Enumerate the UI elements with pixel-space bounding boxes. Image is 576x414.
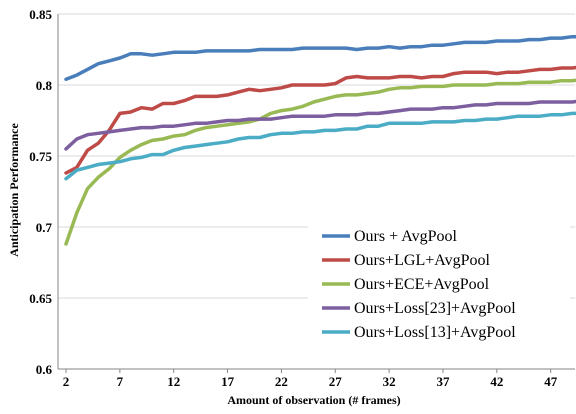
x-tick-label: 2 — [63, 374, 70, 389]
x-tick-label: 47 — [544, 374, 558, 389]
y-axis-title: Anticipation Performance — [7, 123, 21, 257]
x-axis-title: Amount of observation (# frames) — [227, 393, 400, 407]
y-tick-label: 0.75 — [29, 149, 52, 164]
legend-label: Ours+ECE+AvgPool — [354, 276, 490, 293]
y-tick-label: 0.65 — [29, 291, 52, 306]
y-tick-label: 0.85 — [29, 7, 52, 22]
series-lines — [64, 34, 576, 246]
x-tick-label: 17 — [221, 374, 235, 389]
y-tick-label: 0.7 — [36, 220, 53, 235]
series-line-4 — [64, 99, 576, 151]
y-axis: 0.6 0.65 0.7 0.75 0.8 0.85 — [29, 7, 59, 377]
y-tick-label: 0.8 — [36, 78, 53, 93]
series-line-2 — [64, 65, 576, 175]
legend-label: Ours+LGL+AvgPool — [354, 252, 491, 269]
series-line-3 — [64, 78, 576, 246]
legend: Ours + AvgPool Ours+LGL+AvgPool Ours+ECE+A… — [308, 219, 570, 347]
legend-label: Ours+Loss[13]+AvgPool — [354, 324, 516, 341]
legend-label: Ours+Loss[23]+AvgPool — [354, 300, 516, 317]
x-tick-label: 22 — [275, 374, 288, 389]
x-tick-label: 12 — [167, 374, 180, 389]
x-tick-label: 27 — [329, 374, 343, 389]
x-axis: 2 7 12 17 22 27 32 37 42 47 — [58, 368, 575, 389]
x-tick-label: 32 — [383, 374, 396, 389]
y-tick-label: 0.6 — [36, 362, 53, 377]
series-line-5 — [64, 111, 576, 181]
series-line-1 — [64, 34, 576, 82]
x-tick-label: 7 — [117, 374, 124, 389]
legend-box — [308, 219, 570, 347]
x-tick-label: 42 — [490, 374, 503, 389]
x-tick-label: 37 — [436, 374, 450, 389]
legend-label: Ours + AvgPool — [354, 228, 458, 245]
